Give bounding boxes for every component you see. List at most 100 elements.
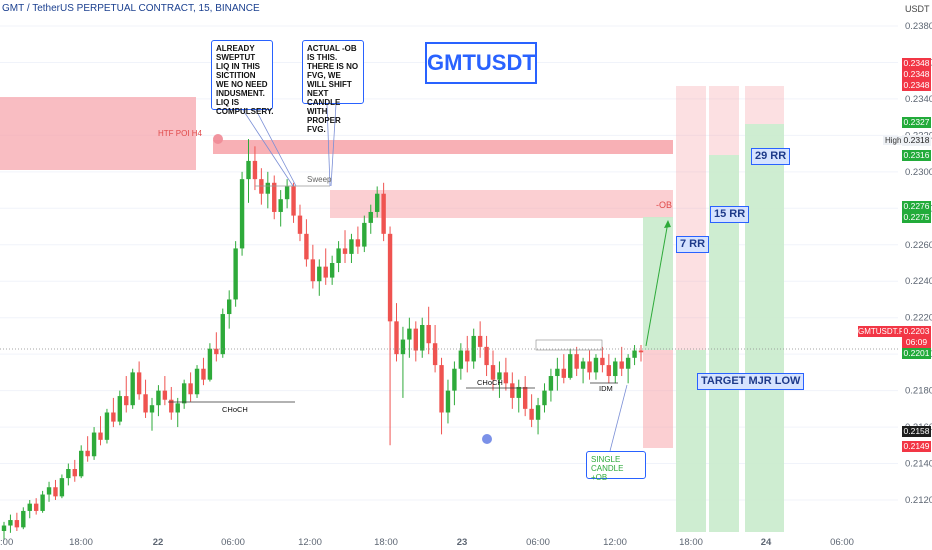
- rr-15-box[interactable]: 15 RR: [710, 206, 750, 223]
- candle-body: [104, 412, 110, 440]
- candle-body: [252, 160, 258, 180]
- x-axis: 2:00 18:00 22 06:00 12:00 18:00 23 06:00 12:00 18…: [0, 537, 854, 548]
- candle-body: [201, 368, 206, 380]
- candle-body: [233, 248, 238, 300]
- candle-body: [497, 372, 502, 380]
- liquidity-callout[interactable]: ALREADY SWEPTUT LIQ IN THIS SICTITION WE…: [211, 40, 274, 116]
- callout-pointer-1a: [242, 109, 294, 187]
- candle-body: [304, 233, 309, 260]
- rr-column-2-red: [709, 86, 739, 155]
- rr-29-box[interactable]: 29 RR: [751, 148, 791, 165]
- htf-poi-label: HTF POI H4: [158, 129, 203, 138]
- candle-body: [33, 503, 39, 511]
- candle-body: [265, 182, 271, 194]
- candle-body: [98, 432, 103, 440]
- candle-body: [516, 386, 521, 398]
- x-tick-label: 18:00: [374, 537, 398, 548]
- candle-body: [310, 259, 316, 282]
- callout-pointer-2b: [330, 103, 337, 187]
- rr-column-3-green: [745, 124, 784, 532]
- price-tag-2158: 0.2158: [902, 426, 931, 437]
- y-tick-label: 0.2120: [905, 495, 932, 506]
- candle-body: [458, 350, 464, 369]
- rr-column-1-red: [676, 86, 706, 350]
- target-box[interactable]: TARGET MJR LOW: [697, 373, 805, 390]
- candle-body: [381, 193, 386, 234]
- candle-body: [21, 510, 26, 528]
- candle-body: [227, 299, 232, 315]
- ob-callout[interactable]: ACTUAL -OB IS THIS. THERE IS NO FVG, WE …: [302, 40, 364, 134]
- candle-body: [387, 233, 393, 322]
- candle-body: [136, 372, 142, 395]
- x-tick-label: 12:00: [298, 537, 322, 548]
- candle-body: [194, 368, 200, 395]
- price-tag-2201: 0.2201: [902, 348, 931, 359]
- choch-right-label: CHoCH: [477, 378, 503, 387]
- candle-body: [503, 372, 509, 384]
- candle-body: [625, 357, 631, 369]
- annotation-lines: [0, 103, 898, 452]
- candle-body: [40, 494, 45, 511]
- candle-body: [162, 390, 168, 400]
- candle-body: [632, 350, 637, 358]
- ob-label: -OB: [656, 200, 673, 210]
- candle-body: [432, 343, 438, 366]
- candle-body: [188, 383, 193, 395]
- htf-touch-marker: [213, 134, 223, 144]
- candle-body: [329, 263, 335, 278]
- candle-body: [27, 503, 32, 511]
- candle-body: [130, 372, 135, 406]
- candle-body: [278, 199, 283, 212]
- idm-label: IDM: [599, 384, 613, 393]
- candle-body: [317, 266, 322, 282]
- candle-body: [587, 361, 592, 373]
- candle-body: [593, 357, 599, 373]
- candle-body: [156, 390, 161, 406]
- candle-body: [368, 211, 373, 223]
- candle-body: [342, 248, 348, 254]
- idm-box: [535, 339, 603, 351]
- sweep-label: Sweep: [307, 175, 332, 184]
- price-tag-2348c: 0.2348: [902, 80, 931, 91]
- price-tag-2276: 0.2276: [902, 201, 931, 212]
- candle-body: [239, 179, 245, 249]
- candle-body: [207, 348, 213, 380]
- chart-title[interactable]: GMTUSDT: [425, 42, 537, 84]
- rr-7-box[interactable]: 7 RR: [676, 236, 710, 253]
- ob-zone: [330, 190, 673, 218]
- candle-body: [362, 222, 367, 247]
- y-tick-label: 0.2140: [905, 459, 932, 470]
- candle-body: [394, 321, 399, 355]
- candle-body: [14, 520, 20, 528]
- price-tag-2348b: 0.2348: [902, 69, 931, 80]
- htf-poi-zone: [0, 97, 196, 170]
- candle-body: [580, 361, 586, 369]
- tp-7rr-zone: [643, 217, 673, 350]
- price-tag-2275: 0.2275: [902, 212, 931, 223]
- x-tick-label: 2:00: [0, 537, 13, 548]
- projection-arrowhead: [664, 220, 671, 228]
- candle-body: [46, 487, 52, 495]
- candle-body: [1, 525, 7, 531]
- candle-body: [477, 335, 483, 347]
- candle-body: [529, 408, 534, 420]
- single-candle-callout[interactable]: SINGLE CANDLE +OB: [586, 451, 646, 482]
- x-tick-label: 24: [761, 537, 772, 548]
- y-tick-label: 0.2260: [905, 240, 932, 251]
- candle-body: [91, 432, 97, 457]
- candle-body: [175, 403, 180, 413]
- x-tick-label: 18:00: [69, 537, 93, 548]
- candle-body: [124, 396, 129, 406]
- candle-body: [181, 383, 187, 404]
- candle-body: [355, 239, 361, 247]
- candle-body: [169, 399, 174, 413]
- candle-body: [413, 328, 418, 351]
- candle-body: [465, 350, 470, 362]
- x-tick-label: 22: [153, 537, 164, 548]
- candle-body: [66, 469, 71, 479]
- candle-body: [291, 186, 296, 216]
- candle-body: [220, 314, 225, 355]
- y-axis-bg: [898, 0, 932, 550]
- candle-body: [53, 487, 58, 497]
- candle-body: [568, 354, 573, 378]
